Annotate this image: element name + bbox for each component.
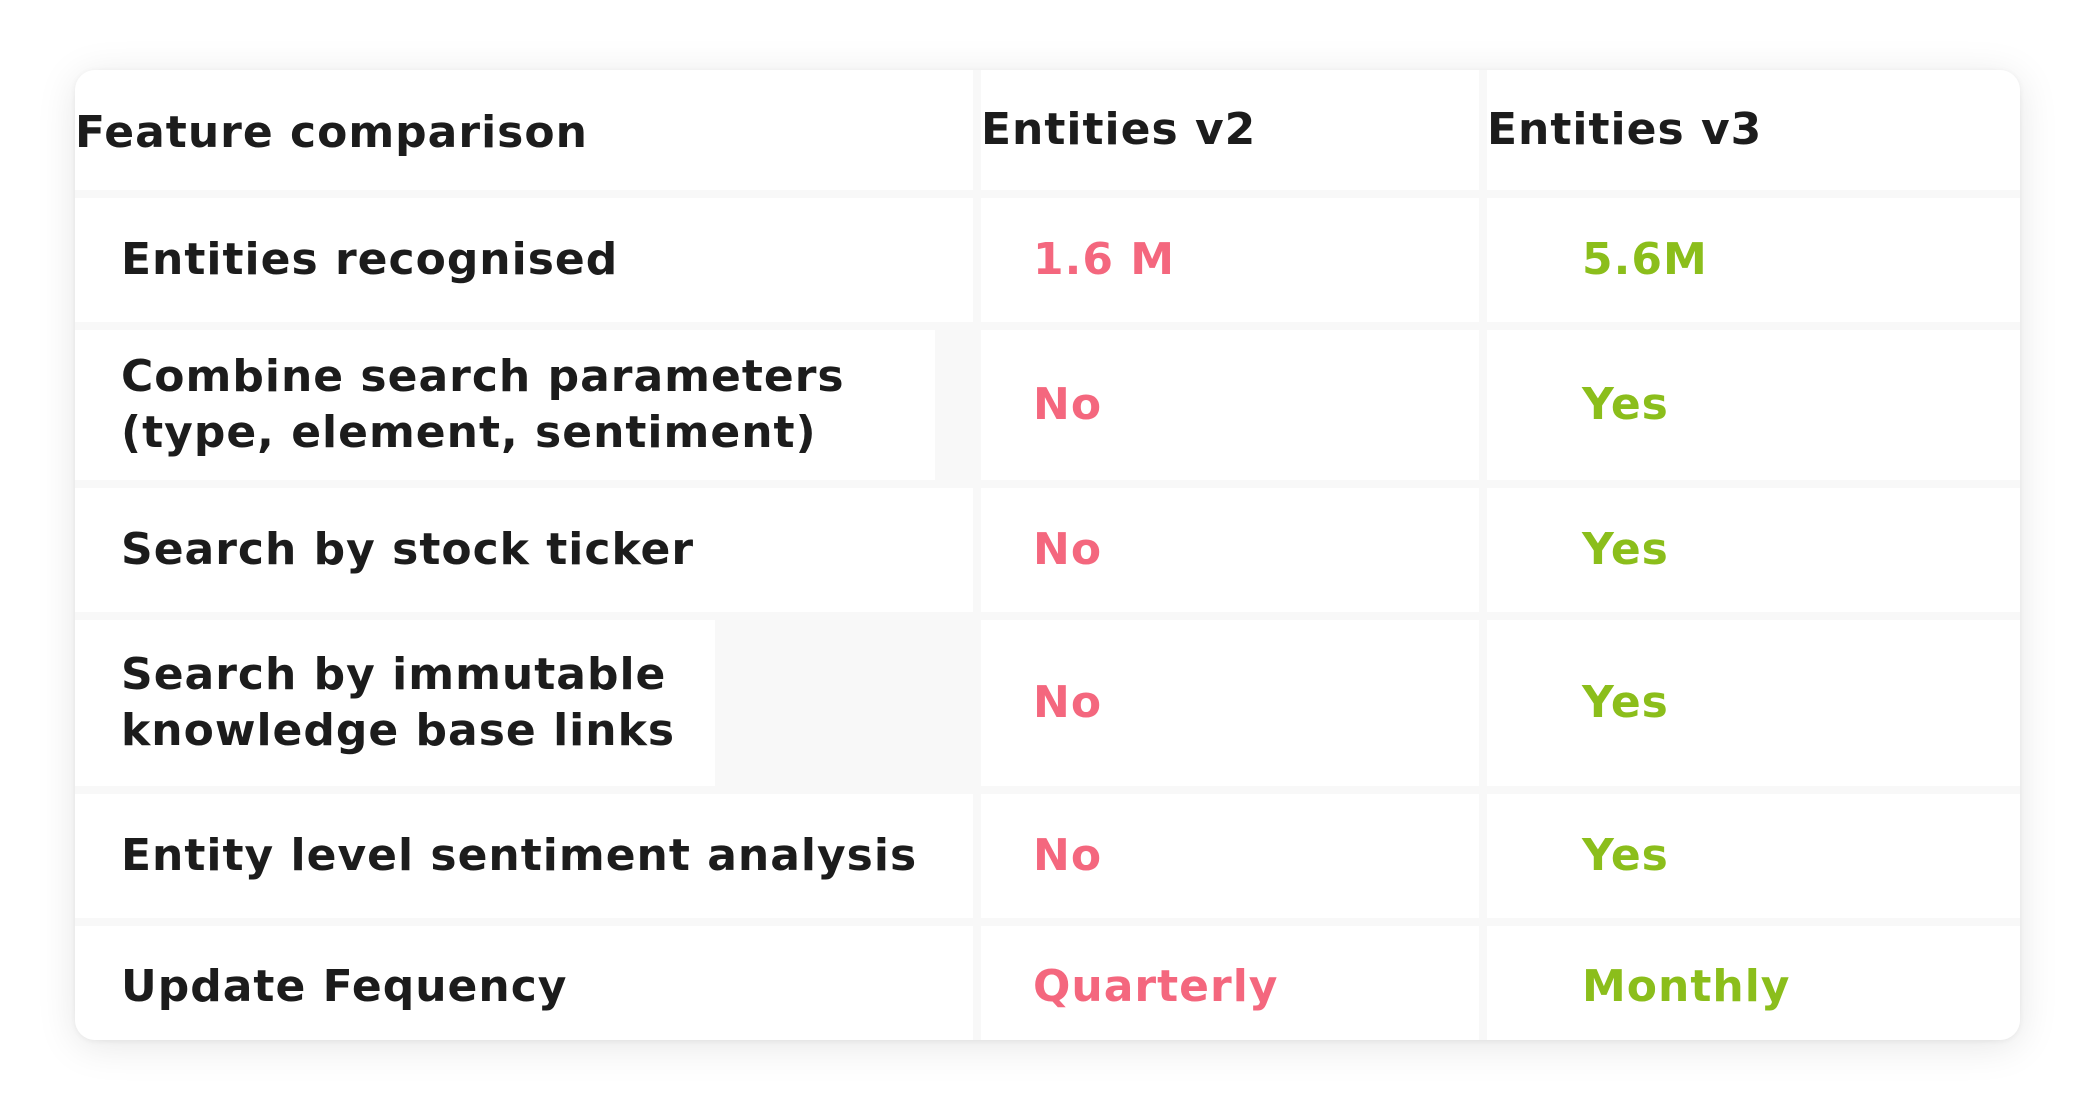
- row-6-v2-value: Quarterly: [981, 926, 1479, 1040]
- row-3-v3-value: Yes: [1487, 488, 2020, 612]
- header-feature: Feature comparison: [75, 70, 973, 190]
- header-entities-v3: Entities v3: [1487, 70, 2020, 190]
- row-3-feature: Search by stock ticker: [75, 488, 973, 612]
- comparison-table-card: Feature comparison Entities v2 Entities …: [75, 70, 2020, 1040]
- row-6-feature: Update Fequency: [75, 926, 973, 1040]
- row-2-v2-value: No: [981, 330, 1479, 480]
- row-4-feature: Search by immutable knowledge base links: [75, 620, 715, 786]
- row-1-v2-value: 1.6 M: [981, 198, 1479, 322]
- row-5-v2-value: No: [981, 794, 1479, 918]
- row-4-v3-value: Yes: [1487, 620, 2020, 786]
- comparison-table: Feature comparison Entities v2 Entities …: [75, 70, 2020, 1040]
- row-4-v2-value: No: [981, 620, 1479, 786]
- header-entities-v2: Entities v2: [981, 70, 1479, 190]
- row-5-v3-value: Yes: [1487, 794, 2020, 918]
- row-1-v3-value: 5.6M: [1487, 198, 2020, 322]
- row-1-feature: Entities recognised: [75, 198, 973, 322]
- row-2-v3-value: Yes: [1487, 330, 2020, 480]
- row-5-feature: Entity level sentiment analysis: [75, 794, 973, 918]
- row-3-v2-value: No: [981, 488, 1479, 612]
- row-6-v3-value: Monthly: [1487, 926, 2020, 1040]
- row-2-feature: Combine search parameters (type, element…: [75, 330, 935, 480]
